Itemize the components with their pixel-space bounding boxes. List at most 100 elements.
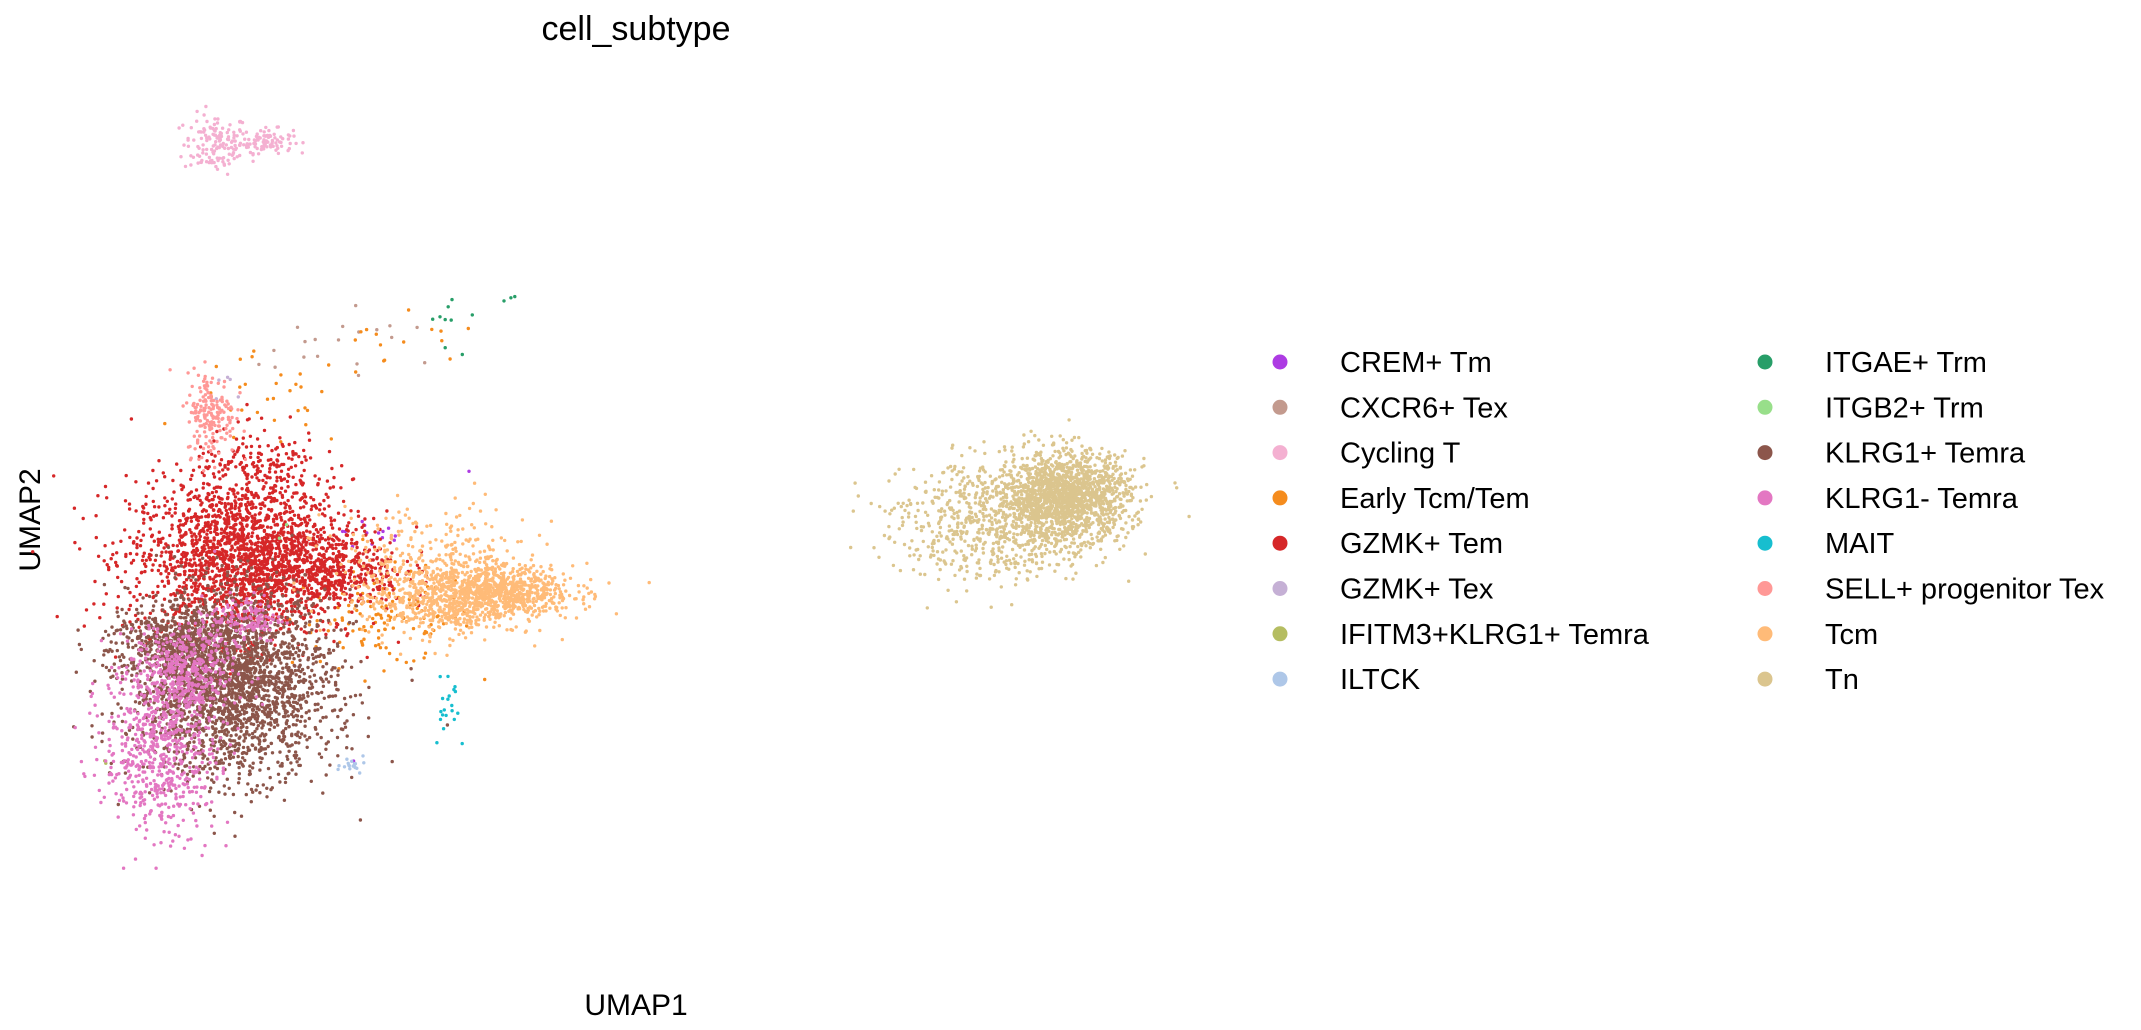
data-point [265,575,270,580]
data-point [244,710,249,715]
data-point [345,734,349,738]
data-point [169,550,174,554]
data-point [250,674,254,678]
data-point [191,468,196,472]
data-point [362,761,366,765]
data-point [334,621,339,626]
data-point [298,598,302,603]
data-point [170,527,174,531]
data-point [241,516,245,521]
data-point [257,577,262,581]
data-point [319,565,323,570]
data-point [302,589,307,594]
data-point [285,616,290,620]
data-point [366,599,370,603]
data-point [319,755,324,759]
data-point [267,678,271,682]
data-point [222,534,226,538]
data-point [116,614,120,619]
data-point [238,119,242,124]
data-point [277,464,281,468]
data-point [267,546,272,550]
data-point [314,660,318,664]
data-point [329,519,334,523]
data-point [223,521,227,525]
data-point [280,612,284,616]
data-point [235,572,239,576]
data-point [207,465,211,469]
data-point [370,541,375,545]
data-point [269,509,273,513]
data-point [300,697,304,701]
data-point [317,637,321,641]
data-point [274,612,279,616]
data-point [272,348,276,353]
data-point [266,572,271,577]
data-point [111,541,115,545]
data-point [107,668,112,673]
data-point [335,596,339,600]
data-point [306,694,310,698]
data-point [276,151,281,156]
data-point [289,541,293,546]
data-point [290,613,294,617]
data-point [236,554,240,558]
data-point [215,555,219,560]
data-point [102,559,106,563]
data-point [359,330,363,334]
data-point [253,557,257,562]
data-point [255,468,259,472]
data-point [308,578,313,583]
data-point [312,532,316,536]
data-point [352,761,357,766]
data-point [178,528,182,533]
data-point [242,592,246,596]
data-point [294,482,298,487]
data-point [359,593,363,597]
data-point [221,761,225,765]
data-point [334,625,338,629]
data-point [291,551,295,555]
data-point [221,156,226,160]
data-point [226,158,230,162]
data-point [84,608,89,612]
data-point [216,532,220,536]
data-point [153,558,158,562]
data-point [286,561,290,565]
data-point [225,570,230,574]
data-point [179,468,183,473]
data-point [238,462,242,466]
data-point [203,524,208,528]
data-point [344,544,348,548]
data-point [78,547,82,551]
data-point [331,485,336,489]
data-point [272,519,276,524]
data-point [188,733,192,737]
data-point [233,452,237,457]
data-point [287,456,291,460]
data-point [287,442,291,447]
data-point [250,475,254,479]
data-point [204,571,208,575]
data-point [238,153,242,158]
data-point [323,514,327,518]
data-point [470,313,474,317]
data-point [214,520,219,524]
data-point [284,593,288,598]
data-point [128,551,133,556]
data-point [290,607,294,611]
data-point [351,622,355,626]
data-point [265,397,270,401]
data-point [204,514,208,519]
data-point [276,554,281,559]
data-point [270,138,275,143]
data-point [361,552,365,556]
data-point [214,592,218,596]
data-point [278,140,282,144]
data-point [259,545,263,549]
data-point [183,590,187,594]
data-point [246,577,250,582]
data-point [272,600,277,604]
data-point [294,382,298,386]
data-point [280,700,284,704]
